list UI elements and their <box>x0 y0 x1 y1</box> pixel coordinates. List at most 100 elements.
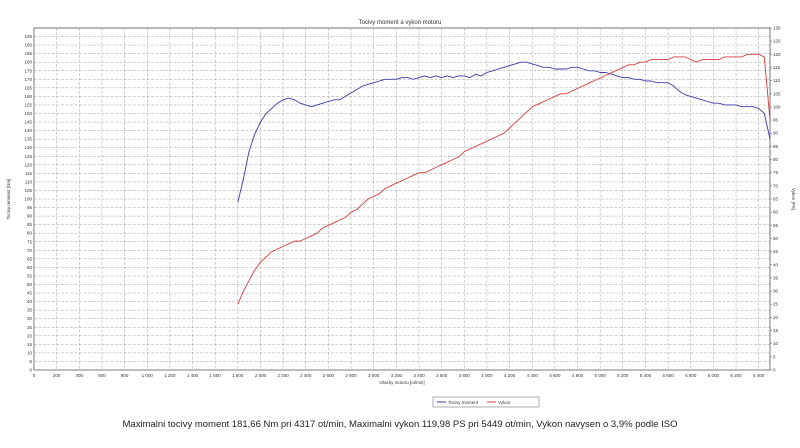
x-tick-label: 1 600 <box>210 373 222 378</box>
x-tick-label: 3 600 <box>436 373 448 378</box>
x-tick-label: 6 200 <box>730 373 742 378</box>
y-left-tick-label: 120 <box>24 162 32 167</box>
right-axis-ticks: 0 5 10 15 20 25 30 35 40 45 50 55 60 65 70 75 80 85 90 95 10… <box>770 26 781 373</box>
y-left-tick-label: 25 <box>27 325 33 330</box>
x-tick-label: 400 <box>76 373 84 378</box>
y-right-tick-label: 25 <box>773 302 779 307</box>
y-right-tick-label: 35 <box>773 275 779 280</box>
left-axis-ticks: 0 5 10 15 20 25 30 35 40 45 50 55 60 65 70 75 80 85 90 95 10… <box>24 34 32 372</box>
y-left-tick-label: 160 <box>24 94 32 99</box>
grid <box>33 28 770 371</box>
x-tick-label: 4 200 <box>504 373 516 378</box>
y-right-tick-label: 125 <box>773 39 781 44</box>
x-tick-label: 1 800 <box>232 373 244 378</box>
y-right-tick-label: 130 <box>773 26 781 31</box>
y-left-tick-label: 140 <box>24 128 32 133</box>
x-tick-label: 2 400 <box>300 373 312 378</box>
y-left-tick-label: 170 <box>24 77 32 82</box>
results-caption: Maximalni tocivy moment 181,66 Nm pri 43… <box>122 419 678 430</box>
legend-label-power: Vykon <box>498 400 511 405</box>
y-right-tick-label: 30 <box>773 289 779 294</box>
y-left-tick-label: 10 <box>27 350 33 355</box>
y-axis-label-left: Tocivy moment [Nm] <box>6 179 11 220</box>
x-tick-label: 2 800 <box>345 373 357 378</box>
x-tick-label: 800 <box>121 373 129 378</box>
y-axis-label-right: Vykon [PS] <box>791 188 796 210</box>
y-right-tick-label: 95 <box>773 118 779 123</box>
x-tick-label: 3 200 <box>391 373 403 378</box>
y-left-tick-label: 115 <box>25 171 33 176</box>
y-left-tick-label: 110 <box>25 179 33 184</box>
x-tick-label: 5 600 <box>662 373 674 378</box>
x-tick-label: 2 000 <box>255 373 267 378</box>
y-left-tick-label: 105 <box>24 188 32 193</box>
y-left-tick-label: 70 <box>27 248 33 253</box>
x-tick-label: 5 800 <box>685 373 697 378</box>
y-right-tick-label: 40 <box>773 262 779 267</box>
y-left-tick-label: 5 <box>29 359 32 364</box>
y-right-tick-label: 90 <box>773 131 779 136</box>
x-axis-ticks: 0 200 400 600 800 1 000 1 200 1 400 1 600 1 800 2 … <box>33 373 765 378</box>
y-left-tick-label: 55 <box>27 273 33 278</box>
y-left-tick-label: 130 <box>24 145 32 150</box>
x-tick-label: 3 400 <box>413 373 425 378</box>
y-right-tick-label: 105 <box>773 91 781 96</box>
x-tick-label: 1 200 <box>164 373 176 378</box>
y-left-tick-label: 95 <box>27 205 33 210</box>
y-left-tick-label: 100 <box>24 197 32 202</box>
y-left-tick-label: 175 <box>24 68 32 73</box>
x-tick-label: 1 000 <box>142 373 154 378</box>
x-tick-label: 4 600 <box>549 373 561 378</box>
y-right-tick-label: 100 <box>773 104 781 109</box>
y-left-tick-label: 155 <box>24 102 32 107</box>
y-left-tick-label: 135 <box>24 137 32 142</box>
y-right-tick-label: 120 <box>773 52 781 57</box>
y-left-tick-label: 0 <box>29 368 32 373</box>
legend-label-torque: Tocivy moment <box>448 400 479 405</box>
x-tick-label: 5 200 <box>617 373 629 378</box>
y-left-tick-label: 65 <box>27 256 33 261</box>
x-tick-label: 6 000 <box>708 373 720 378</box>
y-left-tick-label: 195 <box>24 34 32 39</box>
series-line-torque <box>237 61 771 203</box>
x-tick-label: 600 <box>98 373 106 378</box>
series-layer <box>237 53 771 305</box>
y-right-tick-label: 70 <box>773 183 779 188</box>
y-left-tick-label: 85 <box>27 222 33 227</box>
x-tick-label: 2 200 <box>277 373 289 378</box>
y-left-tick-label: 15 <box>27 342 33 347</box>
y-left-tick-label: 190 <box>24 43 32 48</box>
y-right-tick-label: 10 <box>773 341 779 346</box>
y-left-tick-label: 35 <box>27 308 33 313</box>
y-right-tick-label: 110 <box>773 78 781 83</box>
y-left-tick-label: 165 <box>24 85 32 90</box>
x-tick-label: 6 400 <box>753 373 765 378</box>
y-right-tick-label: 0 <box>773 368 776 373</box>
x-tick-label: 5 000 <box>595 373 607 378</box>
y-left-tick-label: 125 <box>24 154 32 159</box>
x-tick-label: 200 <box>53 373 61 378</box>
y-left-tick-label: 180 <box>24 60 32 65</box>
y-right-tick-label: 20 <box>773 315 779 320</box>
y-left-tick-label: 75 <box>27 239 33 244</box>
y-left-tick-label: 145 <box>24 120 32 125</box>
series-line-power <box>237 53 771 305</box>
x-tick-label: 0 <box>33 373 36 378</box>
x-tick-label: 4 800 <box>572 373 584 378</box>
chart-title: Tocivy moment a vykon motoru <box>359 20 442 26</box>
x-tick-label: 3 800 <box>459 373 471 378</box>
x-tick-label: 4 000 <box>481 373 493 378</box>
y-right-tick-label: 75 <box>773 170 779 175</box>
legend-box <box>432 396 540 408</box>
y-left-tick-label: 60 <box>27 265 33 270</box>
y-left-tick-label: 30 <box>27 316 33 321</box>
x-tick-label: 5 400 <box>640 373 652 378</box>
y-left-tick-label: 185 <box>24 51 32 56</box>
y-right-tick-label: 50 <box>773 236 779 241</box>
y-right-tick-label: 65 <box>773 197 779 202</box>
y-left-tick-label: 80 <box>27 231 33 236</box>
y-right-tick-label: 55 <box>773 223 779 228</box>
y-left-tick-label: 150 <box>24 111 32 116</box>
x-tick-label: 2 600 <box>323 373 335 378</box>
x-tick-label: 1 400 <box>187 373 199 378</box>
